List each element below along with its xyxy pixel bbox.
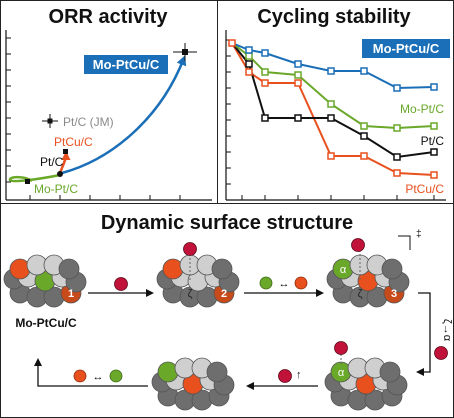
arrow-icon: [416, 292, 431, 376]
cluster-2-step-number: 2: [221, 288, 227, 300]
cycling-stability-panel: Cycling stability: [225, 6, 450, 201]
cycling-y-ticks: [226, 39, 231, 185]
oxygen-atom-icon: [183, 242, 197, 256]
orr-label-box-mo-ptcu-c: [84, 55, 168, 74]
orr-label-mo-pt-c: Mo-Pt/C: [34, 182, 78, 196]
orr-point-ptcu-c: [63, 149, 68, 154]
cycling-markers-ptcu-c: [228, 39, 438, 179]
double-arrow-icon: ↔: [93, 371, 104, 383]
double-arrow-icon: ↔: [279, 278, 290, 290]
orange-atom-icon: [294, 276, 308, 290]
green-atom-icon: [259, 276, 273, 290]
cluster-state-3: [326, 254, 410, 308]
oxygen-atom-icon: [334, 341, 348, 355]
orr-point-pt-c-jm: [42, 114, 58, 128]
orr-panel-title: ORR activity: [49, 6, 169, 28]
oxygen-atom-icon: [114, 277, 128, 291]
cycling-series-pt-c: [231, 42, 435, 159]
green-atom-icon: [109, 369, 123, 383]
orr-point-mo-pt-c: [25, 179, 30, 184]
cycling-label-pt-c: Pt/C: [421, 134, 445, 148]
orr-label-pt-c: Pt/C: [40, 155, 64, 169]
cluster-4-alpha-site: α: [338, 367, 345, 379]
oxygen-atom-icon: [278, 369, 292, 383]
orr-orange-arrow: [58, 151, 71, 174]
cycling-label-box-mo-ptcu-c: [362, 39, 450, 58]
arrow-icon: [34, 358, 148, 387]
cluster-state-5: [151, 357, 235, 411]
cycling-markers-pt-c: [245, 60, 438, 161]
cluster-3-step-number: 3: [391, 288, 397, 300]
cycling-label-ptcu-c: PtCu/C: [405, 182, 444, 196]
cycling-label-mo-pt-c: Mo-Pt/C: [400, 102, 444, 116]
oxygen-atom-icon: [351, 238, 365, 252]
cycling-x-ticks: [241, 195, 435, 200]
catalyst-label: Mo-PtCu/C: [15, 316, 77, 330]
orr-y-ticks: [6, 37, 11, 183]
orr-point-mo-ptcu-c: [173, 43, 197, 61]
cycling-markers-mo-ptcu-c: [245, 46, 438, 92]
cluster-state-4: [324, 357, 408, 411]
cycling-panel-title: Cycling stability: [257, 6, 411, 28]
cluster-1-step-number: 1: [68, 288, 74, 300]
cycling-label-mo-ptcu-c: Mo-PtCu/C: [373, 41, 440, 56]
orr-point-pt-c: [57, 171, 63, 177]
orr-activity-panel: ORR activity: [5, 6, 212, 201]
orr-green-curve: [8, 173, 61, 183]
up-arrow-icon: ↑: [296, 369, 302, 381]
orr-label-pt-c-jm: Pt/C (JM): [63, 115, 114, 129]
cluster-2-zeta-site: ζ: [188, 288, 193, 300]
vertical-arrow-label: ζ→α: [441, 319, 453, 342]
orr-label-mo-ptcu-c: Mo-PtCu/C: [93, 57, 160, 72]
transition-state-bracket: [398, 235, 411, 250]
dynamic-surface-panel: Dynamic surface structure 1 Mo-PtCu/C: [3, 212, 453, 411]
cluster-state-1: [3, 254, 87, 308]
dynamic-panel-title: Dynamic surface structure: [101, 212, 353, 234]
orr-label-ptcu-c: PtCu/C: [54, 135, 93, 149]
cluster-3-zeta-site: ζ: [358, 288, 363, 300]
orr-blue-curve: [61, 55, 187, 175]
cluster-3-alpha-site: α: [340, 264, 347, 276]
transition-state-mark: ‡: [416, 229, 422, 240]
orange-atom-icon: [73, 369, 87, 383]
cluster-state-2: [156, 254, 240, 308]
oxygen-atom-icon: [434, 346, 448, 360]
cycling-markers-mo-pt-c: [245, 52, 438, 132]
orr-x-ticks: [29, 195, 181, 200]
